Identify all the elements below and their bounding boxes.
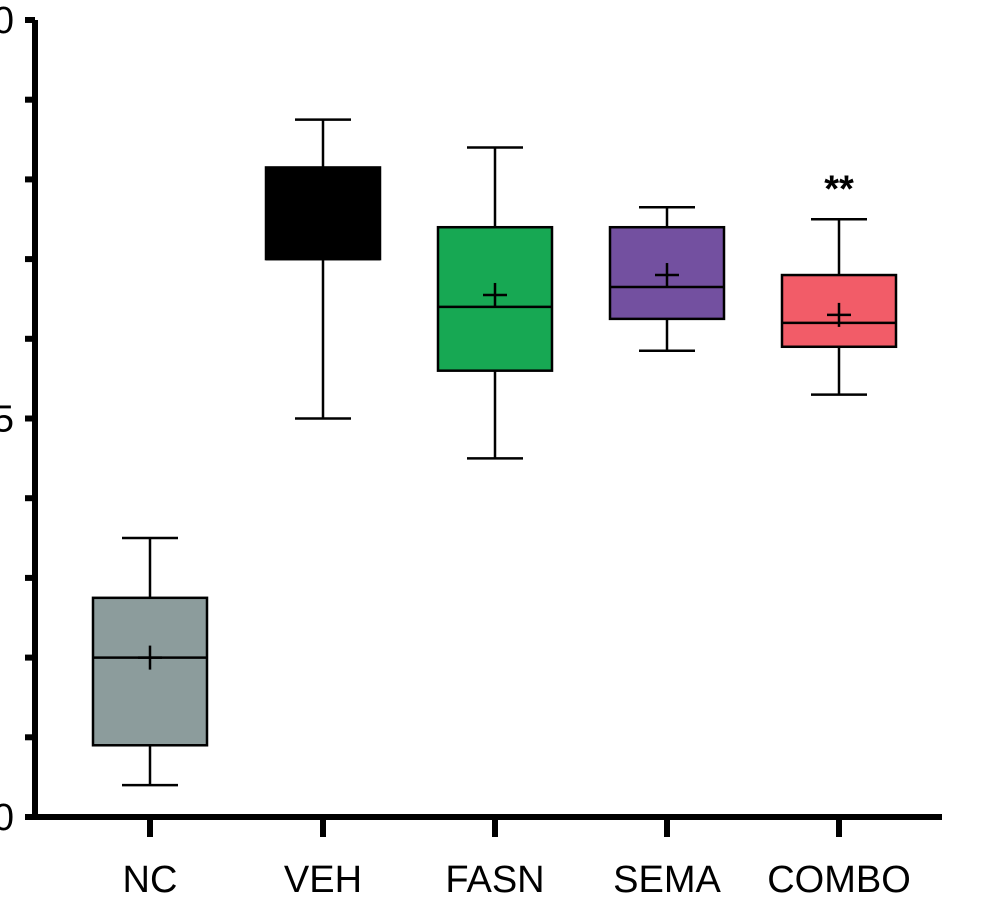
box-fasn <box>436 146 554 460</box>
plot-area: ** <box>91 118 898 787</box>
x-category-label: VEH <box>284 859 362 898</box>
box-sema <box>608 206 726 353</box>
x-category-label: SEMA <box>613 859 721 898</box>
box-veh <box>264 118 382 420</box>
y-tick-label: 0 <box>0 0 14 42</box>
x-category-label: NC <box>123 859 178 898</box>
significance-annotation: ** <box>824 168 854 210</box>
axes: 0 5 0 NC VEH FASN SEMA COMBO <box>0 0 942 898</box>
y-tick-label: 0 <box>0 797 14 839</box>
box-body <box>264 166 382 261</box>
box-body <box>91 596 209 747</box>
x-category-label: COMBO <box>767 859 911 898</box>
box-nc <box>91 536 209 787</box>
box-combo <box>780 218 898 396</box>
x-category-label: FASN <box>445 859 544 898</box>
y-tick-label: 5 <box>0 399 14 441</box>
